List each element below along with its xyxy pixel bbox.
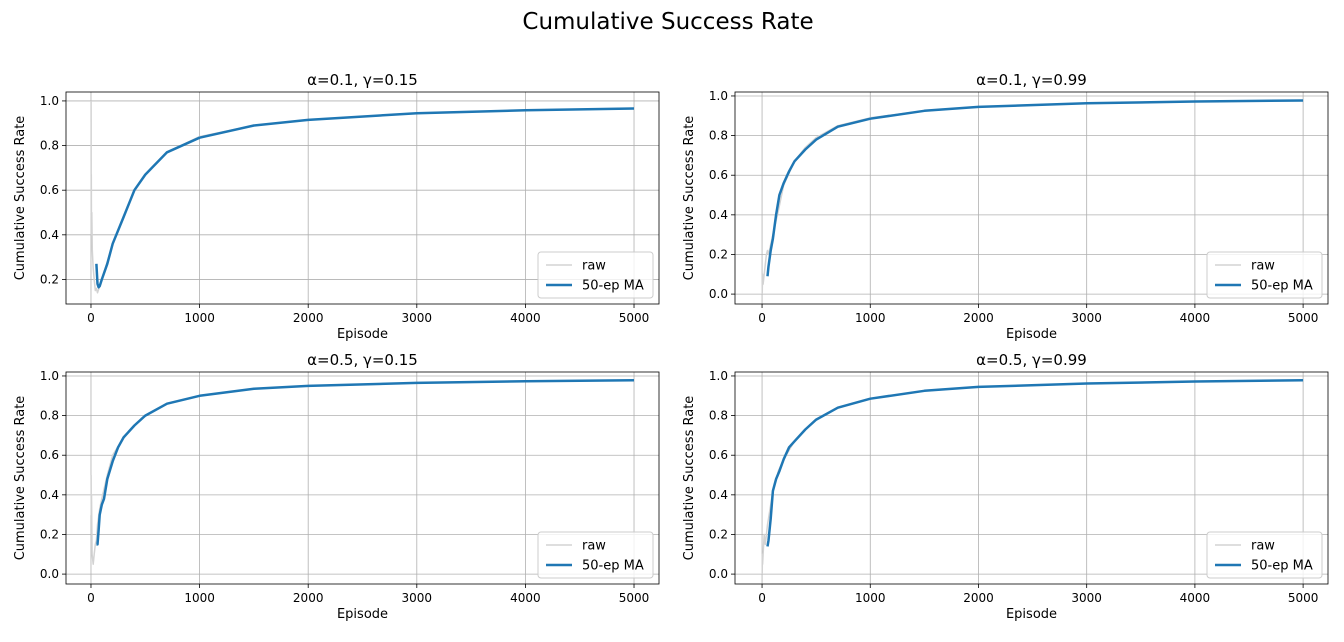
x-tick-label: 3000 (402, 311, 433, 325)
legend: raw 50-ep MA (1206, 531, 1323, 579)
ma-series-line (96, 379, 635, 546)
y-tick-label: 0.4 (709, 488, 728, 502)
subplot-title: α=0.5, γ=0.15 (307, 351, 418, 369)
subplot-title: α=0.1, γ=0.99 (976, 71, 1087, 89)
y-tick-label: 1.0 (40, 369, 59, 383)
x-tick-label: 2000 (963, 591, 994, 605)
legend-box (537, 251, 654, 299)
subplot-title: α=0.1, γ=0.15 (307, 71, 418, 89)
y-axis-label: Cumulative Success Rate (682, 116, 697, 281)
axes-frame (65, 91, 660, 305)
x-tick-label: 3000 (1071, 591, 1102, 605)
y-tick-label: 0.4 (709, 208, 728, 222)
legend: raw 50-ep MA (1206, 251, 1323, 299)
legend: raw 50-ep MA (537, 251, 654, 299)
y-tick-label: 1.0 (709, 89, 728, 103)
x-axis-label: Episode (337, 327, 388, 342)
y-tick-label: 0.4 (40, 228, 59, 242)
x-tick-label: 4000 (510, 311, 541, 325)
ma-series-line (766, 379, 1304, 547)
x-tick-label: 0 (87, 591, 95, 605)
y-tick-label: 0.8 (40, 139, 59, 153)
y-tick-label: 0.2 (40, 527, 59, 541)
subplot-1: 0 1000 2000 3000 4000 5000 0.2 0.4 0.6 0.8 1.0 α=0.… (13, 71, 660, 342)
subplot-title: α=0.5, γ=0.99 (976, 351, 1087, 369)
y-tick-label: 0.6 (709, 448, 728, 462)
y-tick-label: 0.0 (709, 287, 728, 301)
y-tick-label: 0.8 (40, 409, 59, 423)
x-tick-label: 1000 (855, 591, 886, 605)
legend: raw 50-ep MA (537, 531, 654, 579)
x-tick-label: 4000 (1180, 311, 1211, 325)
legend-ma-label: 50-ep MA (1251, 559, 1313, 574)
y-tick-label: 1.0 (709, 369, 728, 383)
x-axis-label: Episode (1006, 607, 1057, 622)
x-tick-label: 5000 (1288, 311, 1319, 325)
axes-frame (734, 91, 1329, 305)
y-tick-label: 0.0 (40, 567, 59, 581)
x-tick-label: 0 (758, 311, 766, 325)
subplot-2: 0 1000 2000 3000 4000 5000 0.0 0.2 0.4 0.6 0.8 1.0 α… (682, 71, 1329, 342)
legend-ma-label: 50-ep MA (582, 559, 644, 574)
x-tick-label: 2000 (293, 591, 324, 605)
subplot-4: 0 1000 2000 3000 4000 5000 0.0 0.2 0.4 0.6 0.8 1.0 α… (682, 351, 1329, 622)
y-tick-label: 0.2 (709, 527, 728, 541)
y-tick-label: 0.2 (40, 272, 59, 286)
x-axis-label: Episode (337, 607, 388, 622)
legend-raw-label: raw (582, 539, 606, 554)
y-tick-label: 0.6 (40, 448, 59, 462)
y-axis-label: Cumulative Success Rate (13, 116, 28, 281)
y-tick-label: 0.0 (709, 567, 728, 581)
axes-frame (65, 371, 660, 585)
subplot-3: 0 1000 2000 3000 4000 5000 0.0 0.2 0.4 0.6 0.8 1.0 α… (13, 351, 660, 622)
x-tick-label: 3000 (1071, 311, 1102, 325)
x-tick-label: 3000 (402, 591, 433, 605)
x-tick-label: 5000 (619, 591, 650, 605)
x-tick-label: 0 (758, 591, 766, 605)
x-tick-label: 1000 (184, 311, 215, 325)
y-tick-label: 0.8 (709, 129, 728, 143)
y-tick-label: 0.6 (709, 168, 728, 182)
legend-box (537, 531, 654, 579)
ma-series-line (95, 107, 635, 289)
legend-raw-label: raw (1251, 259, 1275, 274)
x-tick-label: 1000 (855, 311, 886, 325)
y-tick-label: 0.6 (40, 183, 59, 197)
y-axis-label: Cumulative Success Rate (682, 396, 697, 561)
x-tick-label: 5000 (619, 311, 650, 325)
x-tick-label: 1000 (184, 591, 215, 605)
y-axis-label: Cumulative Success Rate (13, 396, 28, 561)
legend-ma-label: 50-ep MA (582, 279, 644, 294)
x-tick-label: 4000 (510, 591, 541, 605)
x-tick-label: 4000 (1180, 591, 1211, 605)
y-tick-label: 0.2 (709, 247, 728, 261)
x-tick-label: 2000 (963, 311, 994, 325)
y-tick-label: 0.8 (709, 409, 728, 423)
x-tick-label: 5000 (1288, 591, 1319, 605)
figure-suptitle: Cumulative Success Rate (522, 9, 813, 35)
legend-raw-label: raw (1251, 539, 1275, 554)
legend-box (1206, 251, 1323, 299)
ma-series-line (766, 99, 1304, 277)
legend-raw-label: raw (582, 259, 606, 274)
x-axis-label: Episode (1006, 327, 1057, 342)
legend-box (1206, 531, 1323, 579)
y-tick-label: 1.0 (40, 94, 59, 108)
legend-ma-label: 50-ep MA (1251, 279, 1313, 294)
axes-frame (734, 371, 1329, 585)
x-tick-label: 0 (87, 311, 95, 325)
x-tick-label: 2000 (293, 311, 324, 325)
y-tick-label: 0.4 (40, 488, 59, 502)
